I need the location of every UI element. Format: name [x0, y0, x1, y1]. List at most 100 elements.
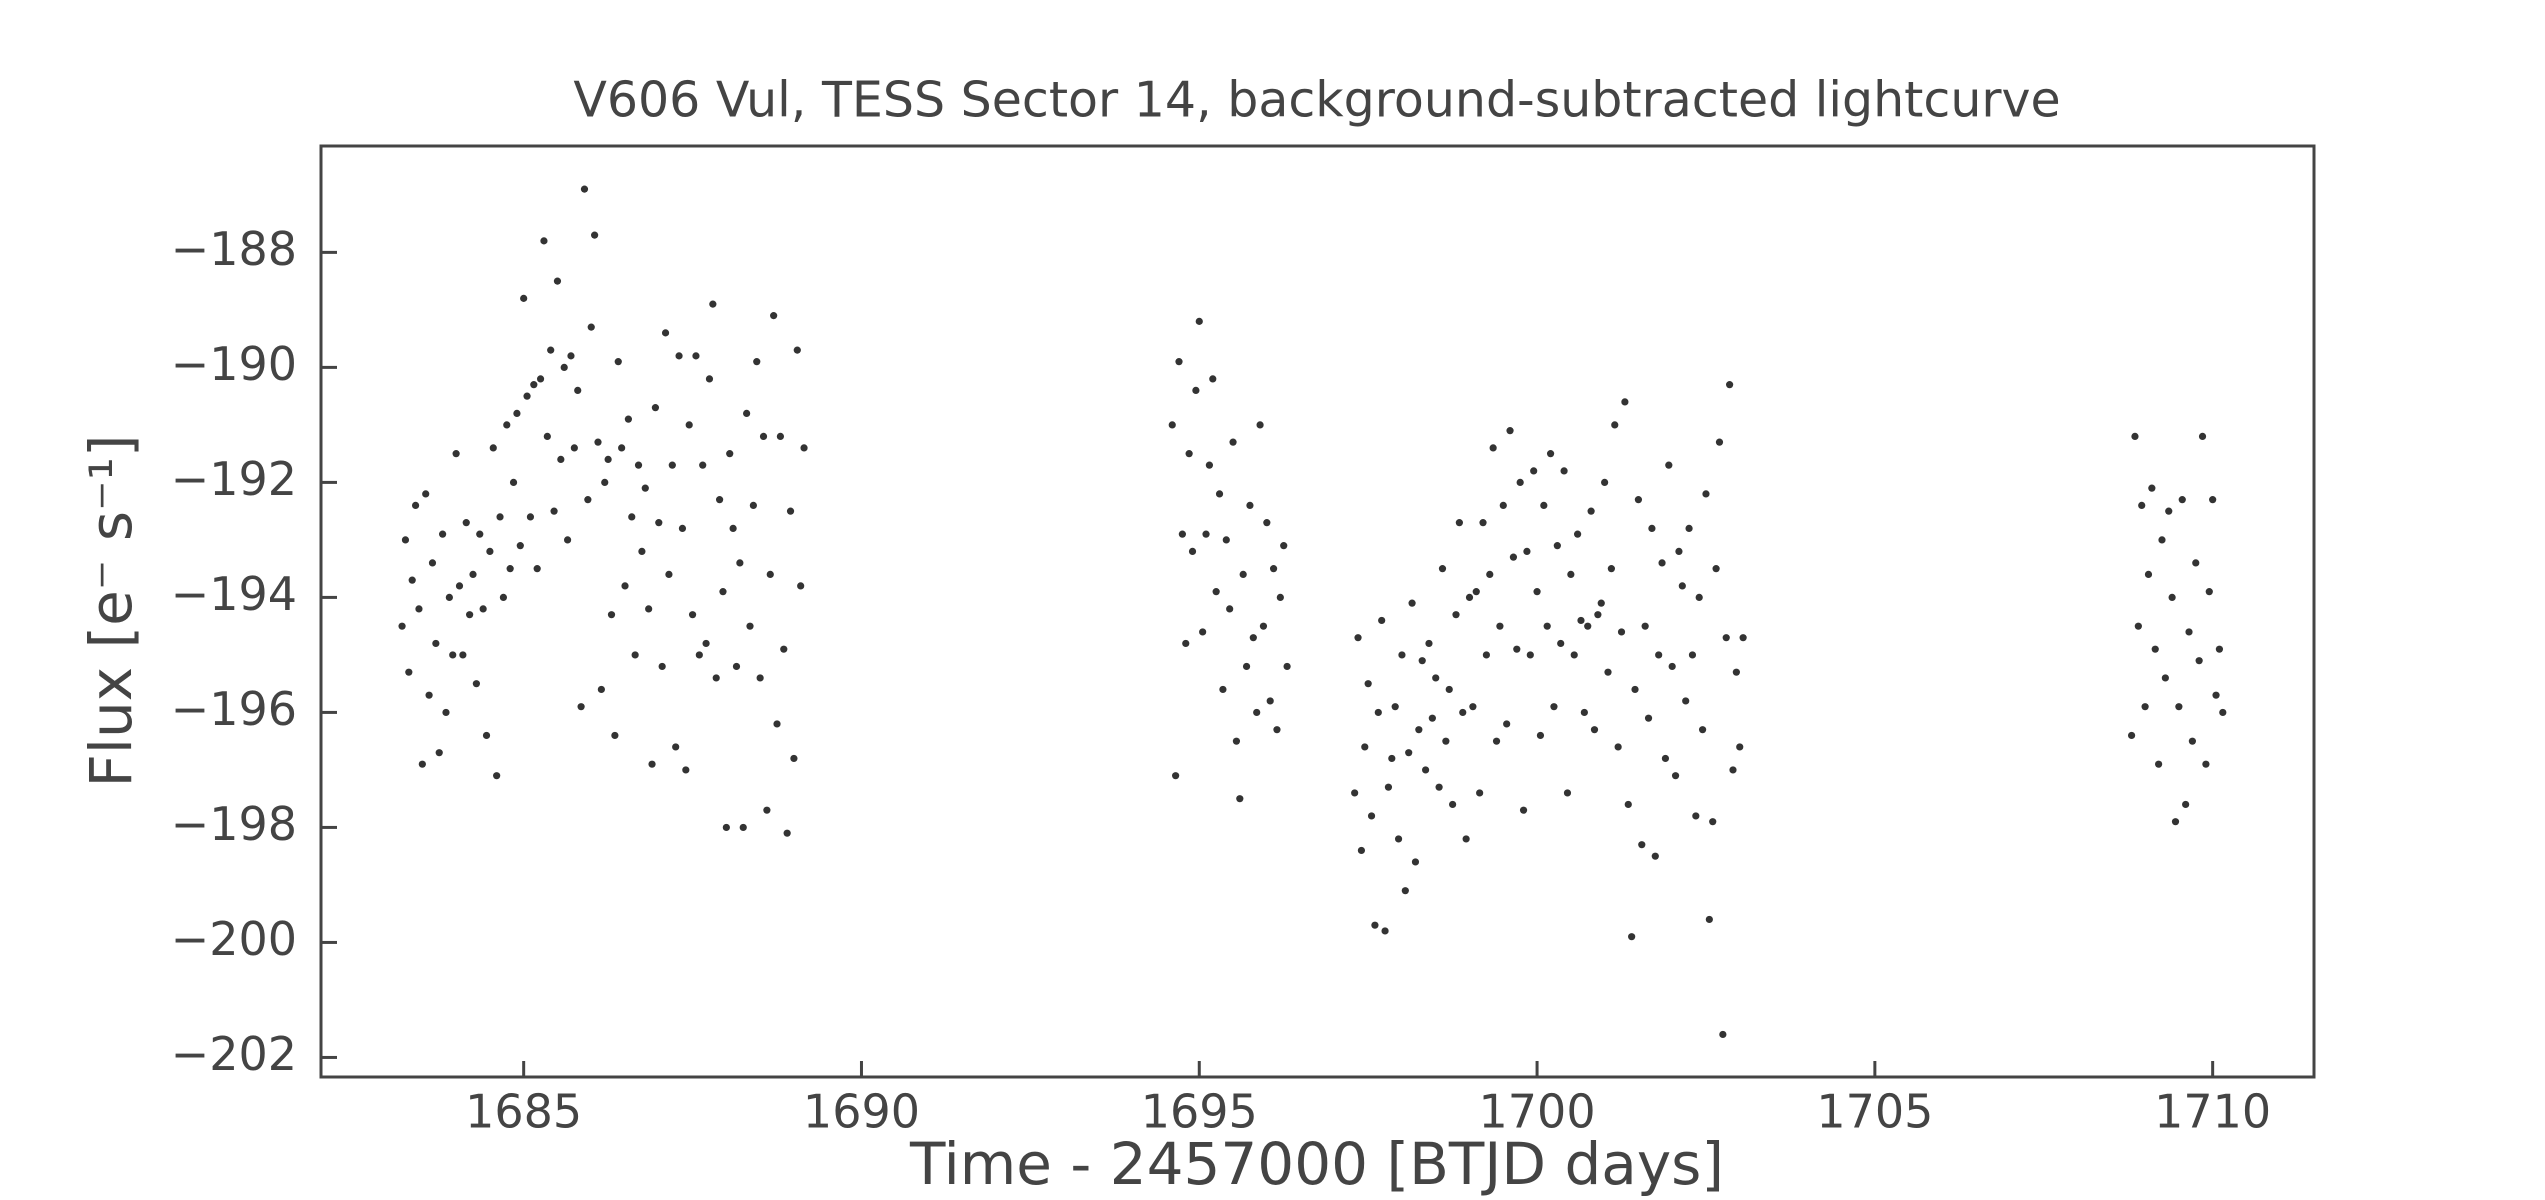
data-point [2188, 737, 2196, 745]
data-point [432, 639, 440, 648]
data-point [1702, 490, 1710, 498]
data-point [800, 444, 808, 452]
data-point [1435, 783, 1443, 791]
data-point [401, 536, 410, 544]
data-point [479, 605, 487, 613]
data-point [1590, 726, 1599, 734]
data-point [594, 438, 602, 446]
data-point [1479, 519, 1487, 527]
data-point [1661, 754, 1670, 763]
data-point [793, 346, 801, 354]
data-point [489, 444, 497, 452]
data-point [567, 352, 575, 360]
data-point [1168, 421, 1176, 429]
y-tick-label: −190 [171, 337, 297, 391]
data-point [1736, 743, 1744, 751]
data-point [746, 622, 754, 630]
data-point [1587, 507, 1595, 515]
data-point [415, 605, 423, 613]
data-point [1631, 685, 1639, 694]
data-point [1685, 524, 1693, 533]
data-point [1641, 622, 1649, 630]
data-point [732, 662, 741, 671]
data-point [449, 651, 457, 659]
data-point [496, 513, 504, 521]
data-point [614, 358, 622, 366]
data-point [1739, 634, 1747, 642]
data-point [1506, 427, 1514, 435]
data-point [1246, 501, 1254, 510]
data-point [1709, 818, 1717, 826]
data-point [2155, 760, 2163, 768]
data-point [1540, 501, 1548, 510]
data-point [550, 507, 558, 515]
data-point [1202, 530, 1210, 538]
data-point [1628, 933, 1636, 941]
data-point [1408, 599, 1416, 607]
data-point [1192, 386, 1200, 394]
data-point [722, 823, 730, 832]
data-point [2148, 484, 2156, 492]
data-point [692, 352, 700, 360]
data-point [503, 421, 511, 429]
data-point [1489, 444, 1497, 452]
data-point [1364, 680, 1372, 688]
data-point [1263, 519, 1271, 527]
data-point [716, 496, 724, 504]
data-point [1182, 639, 1190, 648]
data-point [1405, 749, 1413, 757]
data-point [1398, 651, 1406, 659]
data-point [570, 444, 578, 452]
data-point [469, 570, 477, 579]
data-point [1665, 461, 1673, 469]
data-point [1519, 806, 1528, 814]
data-point [1692, 812, 1700, 820]
y-tick-label: −196 [171, 682, 297, 736]
data-point [1445, 685, 1453, 694]
data-point [1476, 789, 1484, 797]
data-point [1449, 800, 1457, 809]
data-point [405, 668, 413, 676]
data-point [753, 358, 761, 366]
data-point [1283, 662, 1291, 671]
data-point [452, 450, 460, 458]
data-point [1242, 662, 1251, 671]
data-point [1486, 570, 1494, 579]
data-point [2198, 432, 2207, 440]
data-point [1726, 381, 1734, 389]
data-point [695, 651, 703, 659]
data-point [638, 547, 646, 556]
data-point [1557, 639, 1565, 648]
data-point [1644, 714, 1653, 722]
data-point [685, 421, 693, 429]
data-point [422, 490, 430, 498]
data-point [493, 772, 501, 780]
data-point [1391, 703, 1399, 711]
data-point [675, 352, 683, 360]
data-point [1597, 599, 1605, 607]
data-point [1280, 542, 1288, 550]
data-point [1651, 852, 1659, 860]
data-point [1236, 795, 1244, 803]
data-point [1729, 766, 1737, 774]
data-point [486, 547, 494, 556]
data-point [2138, 501, 2146, 510]
data-point [1526, 651, 1534, 659]
data-point [577, 703, 585, 711]
data-point [655, 519, 663, 527]
chart-title: V606 Vul, TESS Sector 14, background-sub… [573, 72, 2060, 129]
data-point [2165, 507, 2173, 515]
data-point [1658, 559, 1666, 567]
data-point [1438, 565, 1447, 573]
data-point [1367, 812, 1376, 820]
data-point [509, 478, 518, 487]
data-point [763, 806, 771, 814]
x-tick-label: 1695 [1141, 1085, 1258, 1139]
data-point [776, 432, 785, 440]
data-point [1462, 835, 1470, 843]
x-axis-label: Time - 2457000 [BTJD days] [909, 1130, 1724, 1198]
data-point [1452, 611, 1460, 619]
data-point [1621, 398, 1629, 406]
